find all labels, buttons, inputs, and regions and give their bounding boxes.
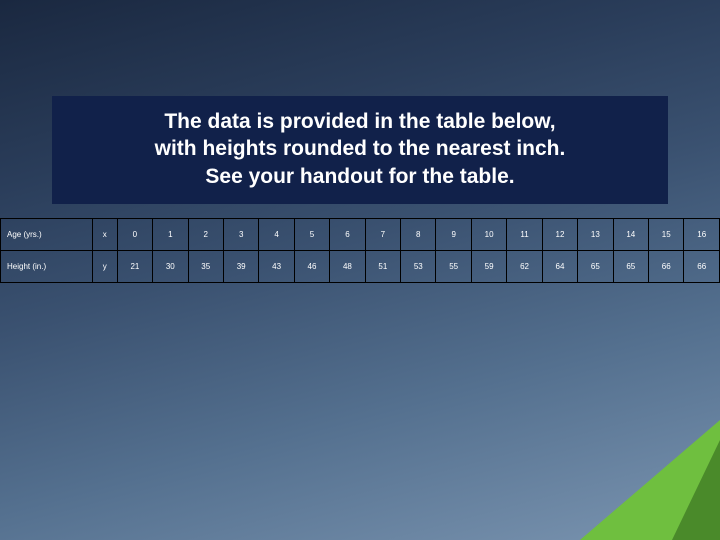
cell: 35 — [188, 251, 223, 283]
cell: 8 — [401, 219, 436, 251]
cell: 10 — [471, 219, 506, 251]
cell: 3 — [223, 219, 258, 251]
cell: 51 — [365, 251, 400, 283]
cell: 9 — [436, 219, 471, 251]
cell: 64 — [542, 251, 577, 283]
row-var: x — [92, 219, 117, 251]
cell: 53 — [401, 251, 436, 283]
cell: 16 — [684, 219, 720, 251]
cell: 5 — [294, 219, 329, 251]
data-table: Age (yrs.) x 0 1 2 3 4 5 6 7 8 9 10 11 1… — [0, 218, 720, 283]
cell: 30 — [153, 251, 188, 283]
row-label: Height (in.) — [1, 251, 93, 283]
title-line-3: See your handout for the table. — [72, 163, 648, 190]
cell: 62 — [507, 251, 542, 283]
cell: 46 — [294, 251, 329, 283]
cell: 13 — [578, 219, 613, 251]
title-line-1: The data is provided in the table below, — [72, 108, 648, 135]
cell: 65 — [613, 251, 648, 283]
cell: 4 — [259, 219, 294, 251]
cell: 66 — [649, 251, 684, 283]
cell: 39 — [223, 251, 258, 283]
cell: 15 — [649, 219, 684, 251]
cell: 65 — [578, 251, 613, 283]
table-row: Age (yrs.) x 0 1 2 3 4 5 6 7 8 9 10 11 1… — [1, 219, 720, 251]
title-line-2: with heights rounded to the nearest inch… — [72, 135, 648, 162]
cell: 6 — [330, 219, 365, 251]
row-label: Age (yrs.) — [1, 219, 93, 251]
cell: 12 — [542, 219, 577, 251]
row-var: y — [92, 251, 117, 283]
cell: 14 — [613, 219, 648, 251]
title-box: The data is provided in the table below,… — [52, 96, 668, 204]
cell: 21 — [117, 251, 152, 283]
cell: 1 — [153, 219, 188, 251]
cell: 2 — [188, 219, 223, 251]
cell: 11 — [507, 219, 542, 251]
cell: 7 — [365, 219, 400, 251]
cell: 66 — [684, 251, 720, 283]
corner-decoration-dark-icon — [672, 440, 720, 540]
cell: 59 — [471, 251, 506, 283]
table-row: Height (in.) y 21 30 35 39 43 46 48 51 5… — [1, 251, 720, 283]
cell: 43 — [259, 251, 294, 283]
cell: 48 — [330, 251, 365, 283]
cell: 0 — [117, 219, 152, 251]
cell: 55 — [436, 251, 471, 283]
